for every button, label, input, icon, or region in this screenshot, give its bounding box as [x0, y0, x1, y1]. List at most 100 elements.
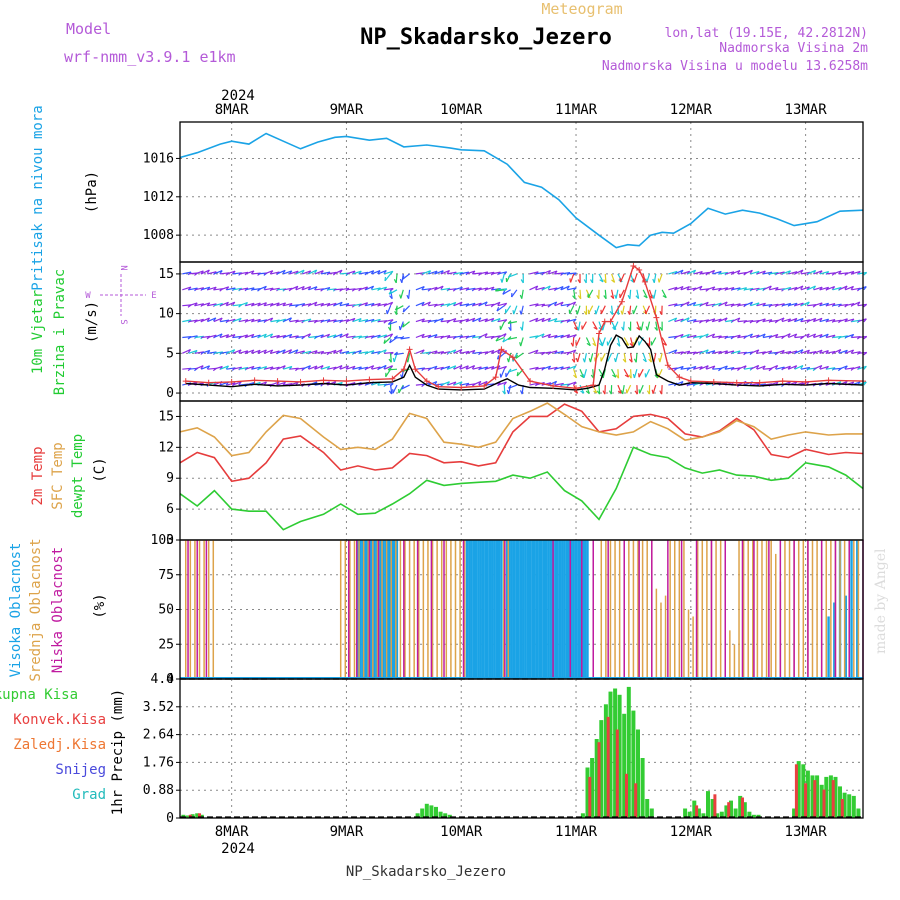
wind-arrow: [501, 273, 505, 283]
wind-arrow: [440, 365, 450, 370]
wind-arrow: [327, 302, 337, 307]
wind-arrow: [472, 380, 482, 386]
clouds-tick-labels: 0 25 50 75 100: [151, 533, 180, 687]
precip-bar: [625, 773, 628, 818]
wind-arrow-head: [580, 390, 585, 394]
y-tick-label: 100: [151, 533, 174, 548]
precip-bar: [617, 694, 622, 818]
wind-arrow-head: [692, 269, 697, 274]
wind-arrow: [415, 286, 425, 291]
wind-arrow: [478, 318, 488, 323]
wind-arrow-head: [642, 358, 647, 363]
wind-arrow: [693, 335, 703, 339]
wind-arrow: [220, 334, 229, 339]
wind-arrow-head: [863, 381, 867, 386]
wind-arrow: [384, 301, 393, 307]
wind-arrow-head: [590, 374, 595, 379]
wind-arrow: [251, 318, 261, 323]
precip-bar: [815, 775, 820, 818]
wind-arrow: [321, 302, 331, 307]
wind-arrow: [500, 368, 505, 378]
wind-arrow: [648, 353, 652, 363]
wind-arrow: [548, 270, 558, 275]
wind-arrow: [402, 273, 410, 280]
wind-arrow: [813, 302, 823, 307]
precip-bar: [190, 814, 195, 818]
wind-arrow: [813, 270, 823, 275]
wind-arrow: [182, 319, 192, 323]
precip-legend-total: Ukupna Kisa: [0, 687, 78, 703]
wind-arrow: [466, 365, 475, 370]
wind-arrow: [238, 271, 249, 275]
wind-arrow: [219, 365, 229, 370]
wind-arrow: [459, 318, 469, 323]
temp-ylabel-dewpt: dewpt Temp: [70, 434, 86, 518]
wind-arrow: [604, 289, 607, 299]
wind-arrow: [699, 349, 709, 354]
wind-arrow: [346, 288, 356, 291]
pressure-unit: (hPa): [84, 171, 100, 213]
wind-arrow: [508, 368, 518, 373]
wind-arrow: [737, 271, 747, 275]
wind-arrow-head: [596, 390, 601, 395]
precip-bar: [796, 761, 801, 818]
wind-arrow: [371, 351, 381, 354]
wind-arrow: [693, 303, 703, 307]
wind-arrow-head: [225, 365, 229, 370]
wind-arrow: [283, 317, 292, 323]
wind-arrow: [633, 369, 638, 379]
wind-arrow-head: [478, 317, 482, 322]
wind-arrow: [687, 351, 697, 354]
wind-arrow: [302, 365, 311, 370]
wind-arrow-head: [600, 341, 603, 347]
wind-arrow: [502, 289, 511, 295]
wind-arrow: [270, 334, 280, 339]
wind-arrow: [478, 287, 488, 291]
wind-arrow: [401, 384, 410, 390]
wind-arrow: [377, 286, 387, 291]
wind-arrow: [440, 303, 451, 307]
wind-arrow: [661, 337, 668, 346]
wind-arrow: [807, 317, 817, 323]
wind-arrow: [453, 381, 463, 386]
wind-arrow-head: [307, 333, 311, 338]
wind-arrow-head: [622, 358, 627, 363]
wind-arrow: [567, 272, 577, 275]
wind-arrow: [638, 368, 644, 378]
wind-arrow: [630, 353, 633, 363]
wind-arrow-head: [497, 301, 501, 306]
pressure-grid: [180, 122, 863, 262]
wind-arrow: [302, 318, 312, 323]
wind-arrow: [453, 301, 463, 307]
wind-arrow: [800, 319, 811, 323]
pressure-panel: Pritisak na nivou mora (hPa) 1008 1012 101…: [30, 105, 864, 291]
wind-arrow-head: [547, 285, 551, 290]
wind-arrow: [491, 349, 501, 354]
wind-arrow-head: [612, 374, 617, 378]
wind-arrow: [245, 302, 255, 307]
wind-arrow: [491, 335, 501, 339]
wind-arrow: [289, 349, 299, 354]
wind-arrow-head: [619, 278, 622, 283]
wind-arrow-head: [225, 301, 229, 306]
wind-arrow: [548, 380, 557, 386]
cloud-ylabel-high: Visoka Oblacnost: [8, 543, 24, 678]
wind-arrow: [207, 303, 217, 307]
wind-arrow: [632, 305, 638, 315]
precip-bar: [824, 776, 829, 818]
wind-arrow: [485, 271, 495, 275]
wind-arrow: [308, 350, 318, 354]
precip-bar: [792, 808, 797, 818]
wind-arrow: [567, 287, 577, 291]
wind-arrow: [245, 365, 255, 370]
wind-arrow: [422, 351, 432, 354]
wind-arrow: [619, 289, 625, 299]
wind-arrow: [630, 337, 634, 347]
wind-arrow: [775, 271, 785, 275]
wind-arrow: [507, 336, 518, 340]
wind-arrow: [674, 333, 684, 339]
wind-arrow: [769, 287, 779, 291]
wind-arrow: [333, 365, 343, 370]
wind-arrow: [750, 334, 760, 339]
wind-arrow-head: [406, 294, 410, 299]
